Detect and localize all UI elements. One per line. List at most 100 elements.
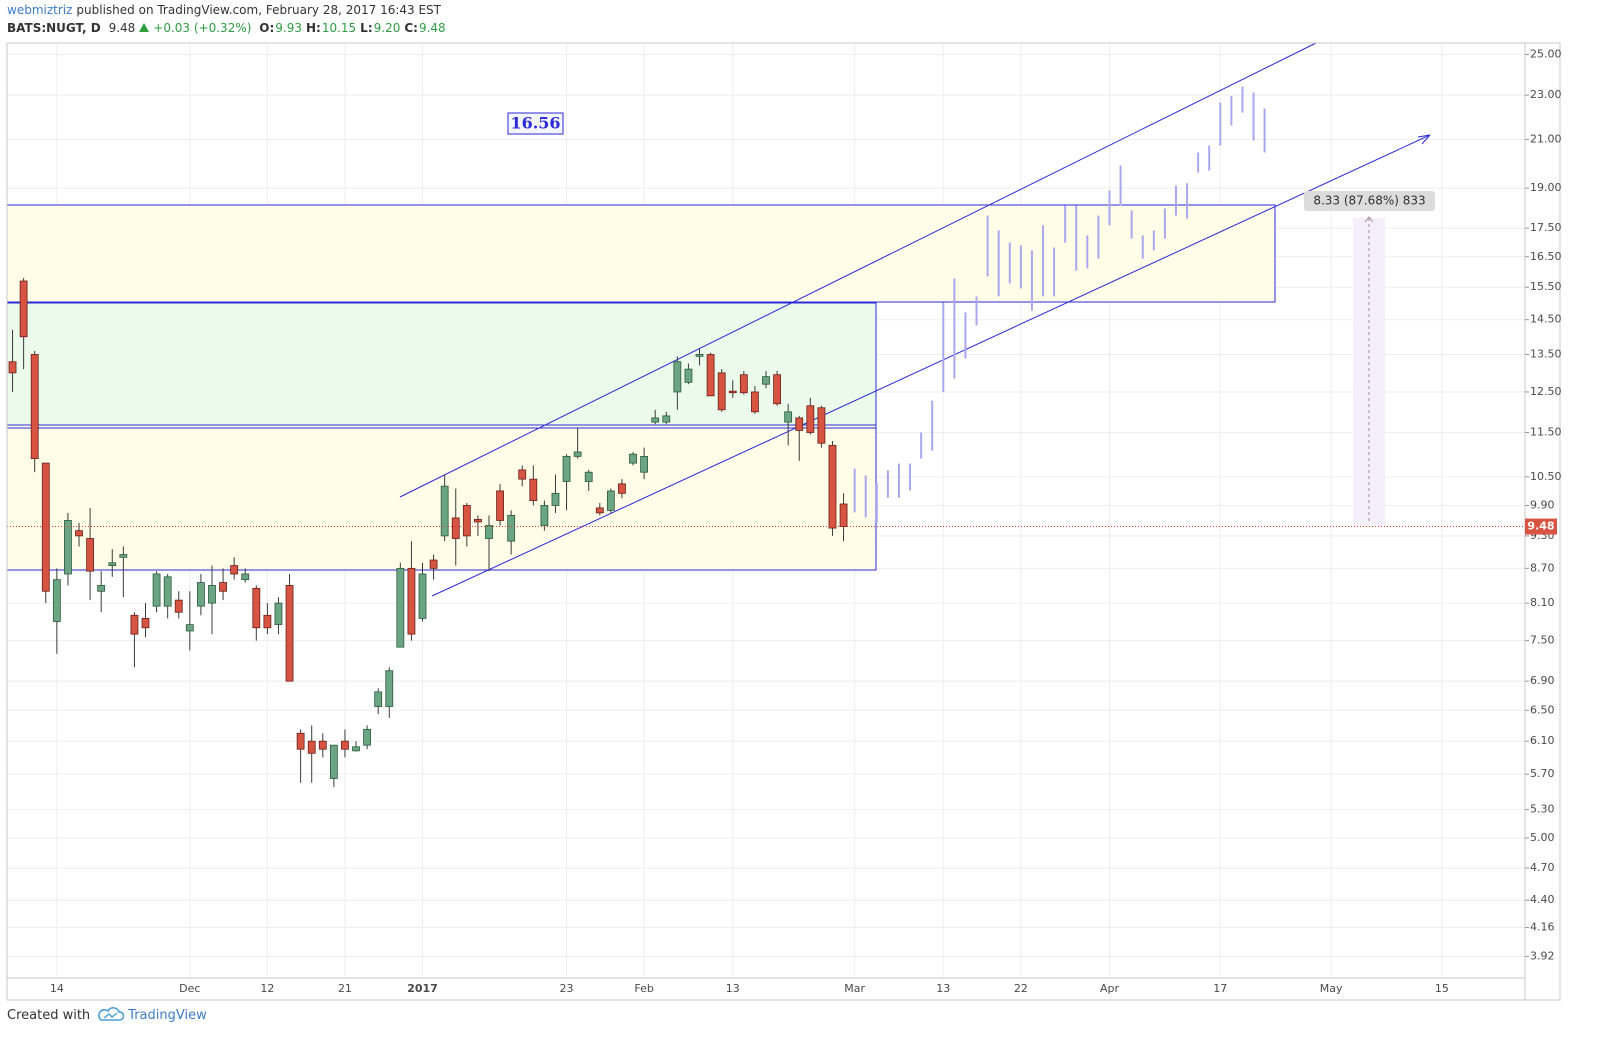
candle-body (97, 585, 106, 592)
y-tick-label: 23.00 (1530, 88, 1562, 101)
candle-body (839, 503, 848, 527)
x-tick-label: 23 (560, 982, 574, 995)
candle-body (606, 490, 615, 511)
last-price-box (1525, 518, 1557, 535)
last: 9.48 (108, 21, 136, 35)
candle-body (762, 376, 770, 385)
candle-body (341, 740, 349, 750)
candle-body (119, 554, 128, 558)
y-tick-label: 4.40 (1530, 893, 1555, 906)
candle-body (640, 455, 649, 473)
ohlc-label: C: (404, 21, 418, 35)
y-tick-label: 15.50 (1530, 280, 1562, 293)
time-axis (6, 977, 1526, 1001)
channel-upper (399, 42, 1317, 498)
x-tick-label: 17 (1213, 982, 1227, 995)
ohlc-label: L: (360, 21, 373, 35)
x-tick-label: 13 (726, 982, 740, 995)
candle-body (507, 514, 516, 542)
ohlc-value: 9.20 (373, 21, 401, 35)
candle-body (86, 538, 95, 572)
channel-lower (431, 134, 1431, 597)
y-tick-label: 19.00 (1530, 181, 1562, 194)
overlay: 16.56 8.33 (87.68%) 833 25.00 23.00 21.00 1… (6, 42, 1562, 1001)
x-tick-label: 12 (260, 982, 274, 995)
header-line: webmiztriz published on TradingView.com, … (7, 3, 445, 17)
y-tick-label: 21.00 (1530, 132, 1562, 145)
footer-brand[interactable]: TradingView (128, 1007, 207, 1023)
candle-body (396, 567, 405, 648)
candle-body (706, 354, 715, 397)
candle-body (751, 391, 759, 413)
candle-body (318, 740, 327, 750)
x-tick-label: 13 (936, 982, 950, 995)
x-tick-label: 15 (1435, 982, 1449, 995)
y-tick-label: 14.50 (1530, 313, 1562, 326)
candle-body (152, 573, 161, 607)
channel-zone (6, 302, 877, 428)
ohlc-value: 9.48 (418, 21, 446, 35)
candle-body (773, 374, 781, 405)
candle-body (651, 417, 660, 423)
candle-body (285, 585, 294, 682)
measure-box (1304, 191, 1435, 211)
candle-body (130, 614, 139, 635)
y-tick-label: 4.70 (1530, 861, 1555, 874)
candle-body (584, 471, 593, 482)
candle-body (8, 361, 17, 374)
candle-body (219, 582, 227, 592)
change: +0.03 (+0.32%) (153, 21, 252, 35)
ohlc-value: 10.15 (321, 21, 357, 35)
candle-body (252, 587, 261, 629)
y-tick-label: 25.00 (1530, 48, 1562, 61)
footer-prefix: Created with (7, 1007, 91, 1023)
x-tick-label: Feb (634, 982, 653, 995)
candle-body (263, 614, 272, 629)
candle-body (329, 744, 338, 779)
candle-body (806, 405, 815, 433)
candle-body (429, 559, 438, 569)
candle-body (407, 567, 416, 635)
candle-body (241, 573, 250, 581)
header-quote: BATS:NUGT, D 9.48 +0.03 (+0.32%) O:9.93 H:… (7, 21, 454, 35)
candle-body (197, 582, 205, 607)
y-tick-label: 5.70 (1530, 767, 1555, 780)
y-tick-label: 5.00 (1530, 831, 1555, 844)
ohlc: O:9.93 H:10.15 L:9.20 C:9.48 (259, 21, 449, 35)
candle-body (163, 576, 172, 607)
y-tick-label: 6.10 (1530, 734, 1555, 747)
candle-body (41, 462, 50, 592)
ohlc-value: 9.93 (275, 21, 302, 35)
candle-body (562, 455, 571, 482)
y-tick-label: 12.50 (1530, 385, 1562, 398)
candle-body (673, 361, 682, 393)
candle-body (141, 617, 150, 629)
up-arrow (139, 23, 150, 32)
candle-body (828, 444, 837, 529)
x-tick-label: Apr (1100, 982, 1120, 995)
candle-body (30, 354, 39, 460)
candle-body (440, 485, 449, 537)
candle-body (19, 280, 28, 338)
candle-body (595, 507, 604, 514)
candle-body (352, 746, 360, 752)
author: webmiztriz (7, 3, 73, 17)
candle-body (385, 670, 394, 707)
y-tick-label: 13.50 (1530, 347, 1562, 360)
ohlc-label: O: (259, 21, 275, 35)
measure-label: 8.33 (87.68%) 833 (1313, 194, 1425, 208)
candle-body (728, 390, 737, 394)
logo (98, 1007, 125, 1021)
candle-body (618, 483, 626, 494)
x-tick-label: 14 (50, 982, 64, 995)
candle-body (52, 579, 61, 622)
y-tick-label: 8.10 (1530, 596, 1555, 609)
candle-body (363, 728, 372, 746)
candle-body (784, 411, 793, 423)
candle-body (108, 562, 117, 566)
symbol: BATS:NUGT, D (7, 21, 101, 35)
candle-body (64, 520, 72, 575)
y-tick-label: 16.50 (1530, 250, 1562, 263)
candle-body (817, 407, 826, 444)
y-tick-label: 11.50 (1530, 426, 1562, 439)
